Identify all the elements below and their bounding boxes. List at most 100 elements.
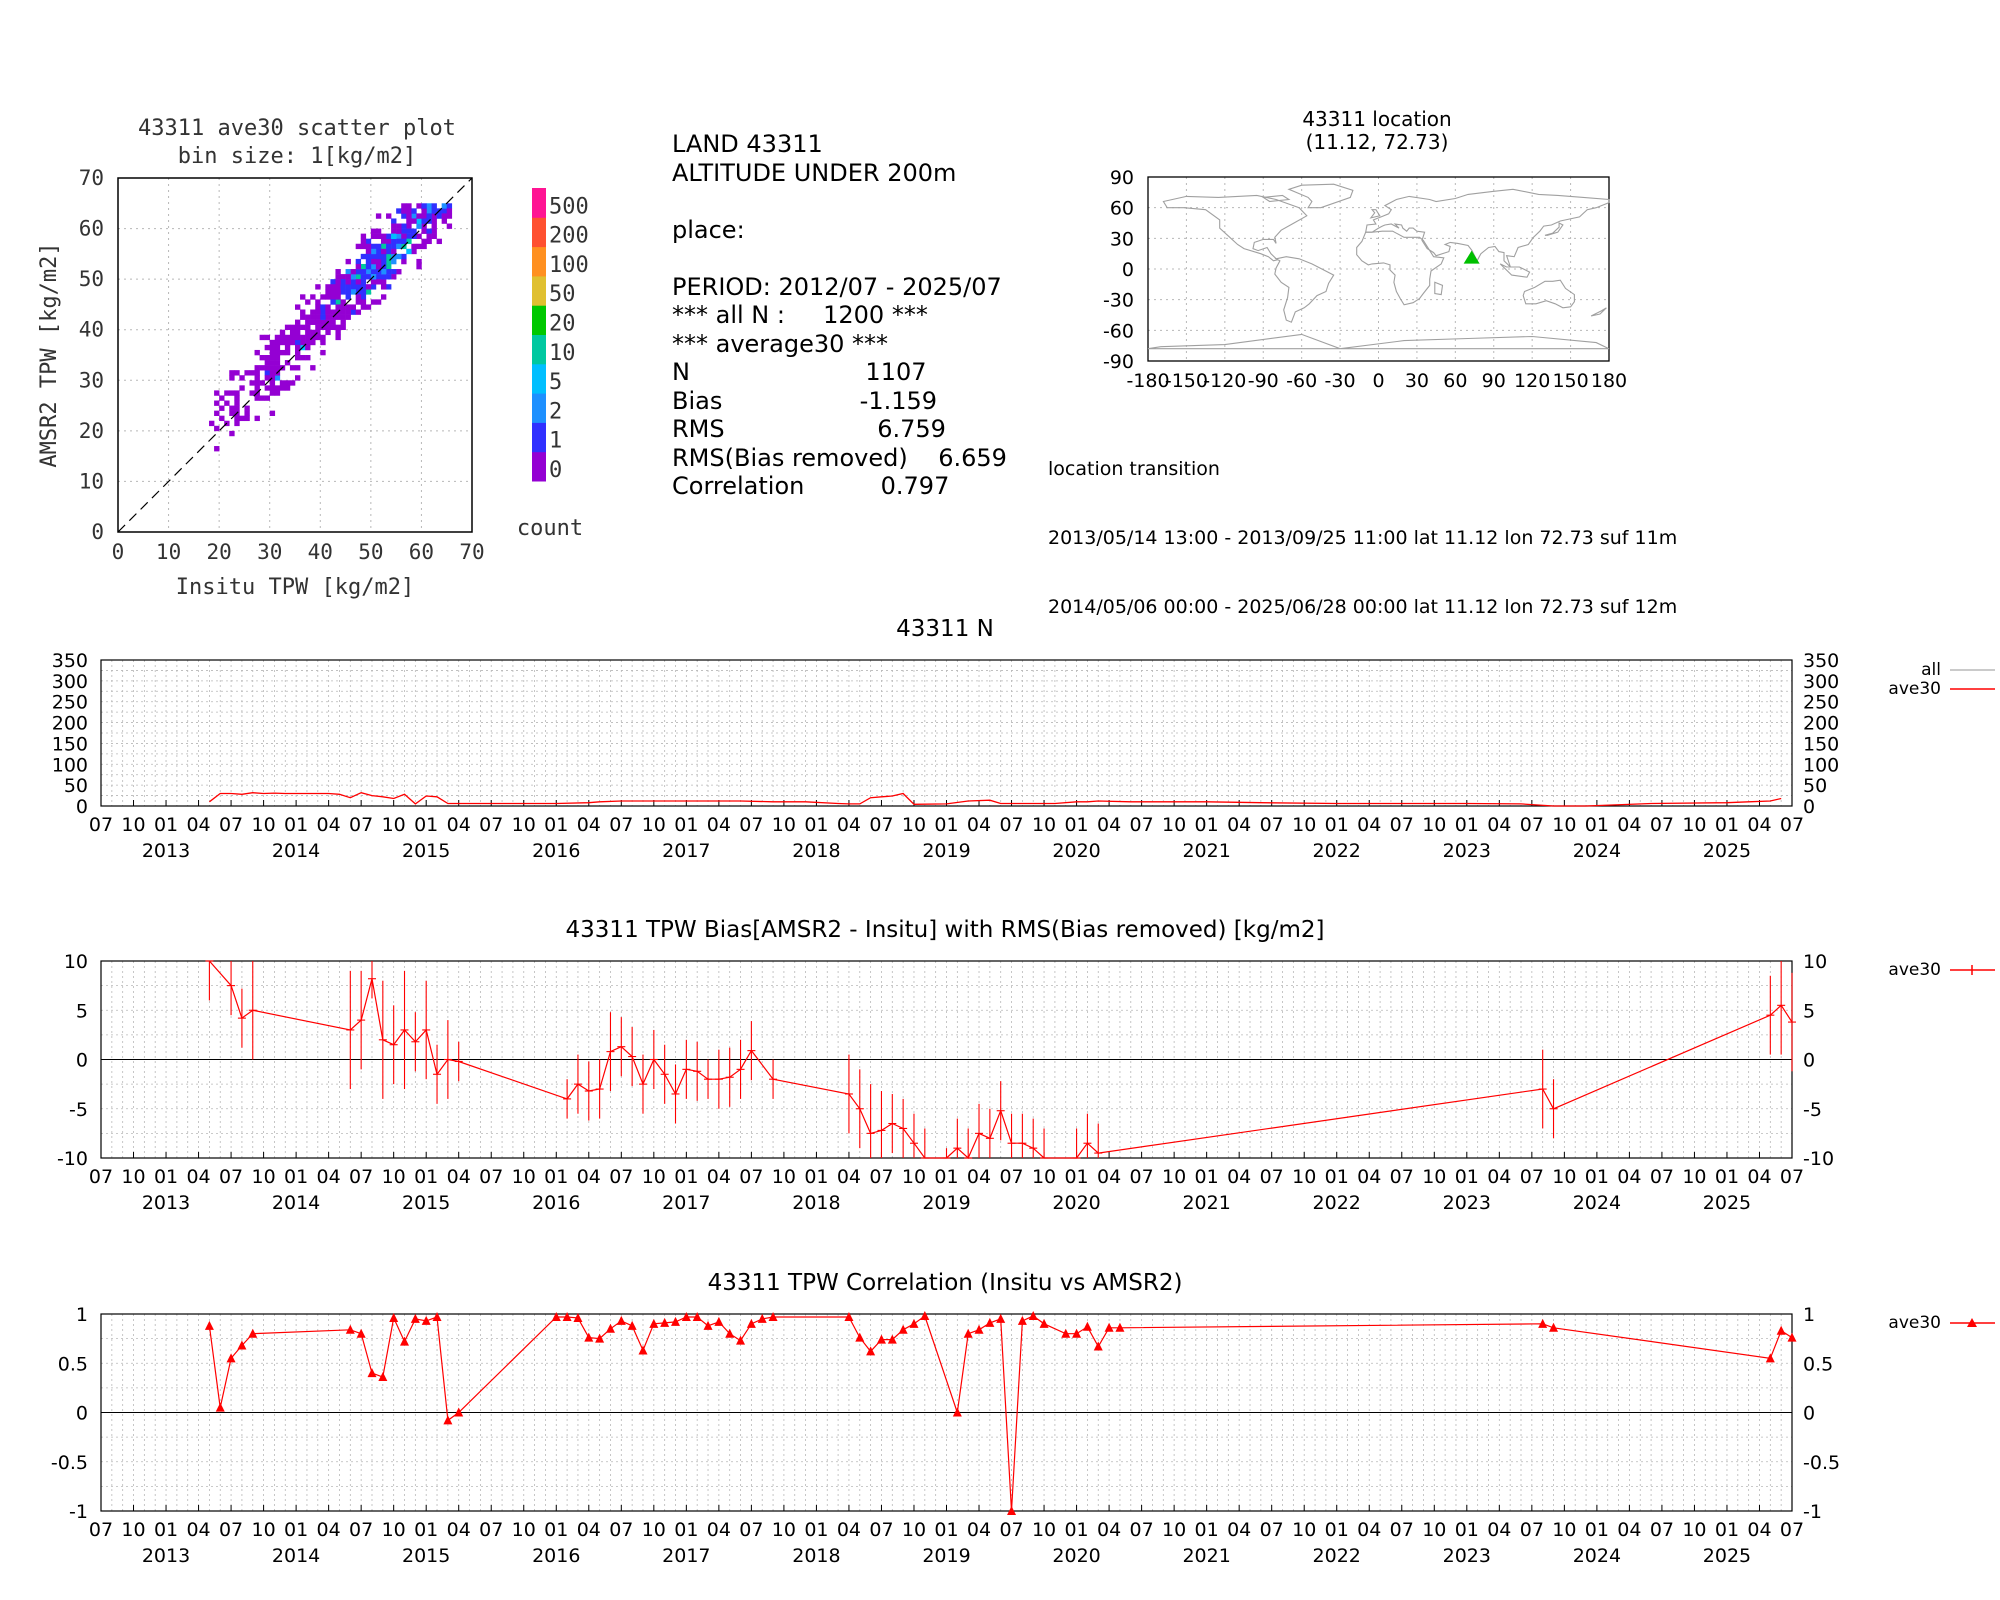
- scatter-xlabel: Insitu TPW [kg/m2]: [176, 575, 414, 600]
- continent-outline: [1544, 222, 1564, 236]
- xtick-month: 07: [739, 1166, 763, 1188]
- corr-point: [866, 1346, 876, 1356]
- xtick-month: 10: [252, 1166, 276, 1188]
- scatter-cell: [370, 284, 377, 290]
- xtick-month: 07: [739, 814, 763, 836]
- scatter-cell: [264, 375, 271, 381]
- xtick-month: 10: [512, 814, 536, 836]
- scatter-cell: [391, 269, 397, 275]
- scatter-cell: [446, 213, 453, 219]
- scatter-cell: [274, 365, 281, 371]
- xtick-month: 07: [869, 814, 893, 836]
- scatter-cell: [300, 339, 306, 346]
- scatter-cell: [401, 223, 407, 229]
- scatter-cell: [401, 208, 407, 214]
- scatter-cell: [396, 208, 402, 214]
- corr-point: [725, 1328, 735, 1338]
- scatter-cell: [340, 299, 346, 305]
- xtick-month: 04: [186, 1519, 210, 1541]
- map-ytick: 0: [1122, 259, 1134, 281]
- corr-point: [204, 1320, 214, 1330]
- xtick-month: 10: [642, 1166, 666, 1188]
- corr-point: [584, 1332, 594, 1342]
- colorbar-segment: [532, 334, 546, 365]
- ytick-right: 200: [1803, 713, 1839, 735]
- scatter-cell: [345, 258, 351, 265]
- scatter-cell: [426, 203, 432, 209]
- xtick-month: 10: [902, 1166, 926, 1188]
- scatter-cell: [295, 304, 301, 310]
- xtick-month: 01: [1455, 814, 1479, 836]
- scatter-cell: [380, 258, 387, 265]
- scatter-xtick: 10: [156, 540, 181, 564]
- xtick-month: 07: [1260, 814, 1284, 836]
- scatter-cell: [355, 263, 362, 270]
- xtick-month: 01: [154, 1166, 178, 1188]
- ytick-right: 5: [1803, 1000, 1815, 1022]
- scatter-cell: [264, 334, 271, 341]
- xtick-month: 04: [837, 814, 861, 836]
- scatter-cell: [365, 258, 372, 265]
- scatter-cell: [416, 213, 422, 219]
- scatter-cell: [416, 233, 422, 239]
- scatter-cell: [315, 299, 321, 305]
- scatter-cell: [421, 213, 427, 219]
- continent-outline: [1365, 188, 1610, 268]
- xtick-month: 07: [1260, 1519, 1284, 1541]
- scatter-cell: [305, 339, 311, 346]
- scatter-cell: [239, 415, 245, 422]
- scatter-cell: [320, 309, 326, 315]
- scatter-cell: [279, 380, 286, 386]
- scatter-cell: [386, 258, 392, 265]
- xtick-month: 10: [382, 814, 406, 836]
- xtick-month: 04: [967, 1519, 991, 1541]
- scatter-cell: [305, 344, 311, 351]
- scatter-cell: [370, 299, 377, 305]
- xtick-year: 2017: [662, 840, 710, 862]
- colorbar-label: 2: [549, 399, 562, 424]
- scatter-cell: [254, 370, 260, 376]
- xtick-year: 2023: [1443, 1545, 1491, 1567]
- xtick-month: 10: [772, 814, 796, 836]
- scatter-cell: [360, 274, 367, 280]
- corr-point: [454, 1407, 464, 1417]
- xtick-month: 04: [1617, 1519, 1641, 1541]
- scatter-cell: [416, 218, 422, 224]
- scatter-cell: [330, 289, 336, 295]
- map-xtick: 30: [1405, 370, 1429, 392]
- ytick-left: 200: [52, 713, 88, 735]
- xtick-month: 10: [1162, 1166, 1186, 1188]
- scatter-cell: [431, 208, 437, 214]
- scatter-cell: [209, 420, 215, 427]
- scatter-cell: [401, 233, 407, 239]
- scatter-cell: [320, 319, 326, 325]
- xtick-month: 10: [772, 1166, 796, 1188]
- xtick-year: 2020: [1052, 1192, 1100, 1214]
- continent-outline: [1356, 230, 1445, 306]
- scatter-cell: [310, 294, 316, 300]
- scatter-cell: [269, 355, 276, 361]
- scatter-cell: [436, 238, 442, 245]
- xtick-month: 10: [1162, 814, 1186, 836]
- scatter-cell: [365, 253, 372, 260]
- corr-point: [562, 1311, 572, 1321]
- scatter-cell: [259, 395, 265, 401]
- corr-point: [671, 1316, 681, 1326]
- xtick-month: 10: [1032, 814, 1056, 836]
- corr-point: [996, 1313, 1006, 1323]
- ytick-left: -10: [57, 1148, 88, 1170]
- scatter-cell: [401, 238, 407, 245]
- stats-line: RMS 6.759: [672, 415, 946, 443]
- n-chart-title: 43311 N: [896, 616, 994, 642]
- xtick-month: 04: [1357, 814, 1381, 836]
- legend-n-ave30-label: ave30: [1888, 679, 1941, 699]
- scatter-cell: [234, 415, 240, 422]
- xtick-year: 2016: [532, 1545, 580, 1567]
- ytick-right: 150: [1803, 733, 1839, 755]
- scatter-cell: [315, 309, 321, 315]
- xtick-month: 01: [934, 814, 958, 836]
- scatter-cell: [295, 344, 301, 351]
- corr-point: [215, 1402, 225, 1412]
- xtick-month: 04: [707, 1166, 731, 1188]
- xtick-month: 07: [89, 814, 113, 836]
